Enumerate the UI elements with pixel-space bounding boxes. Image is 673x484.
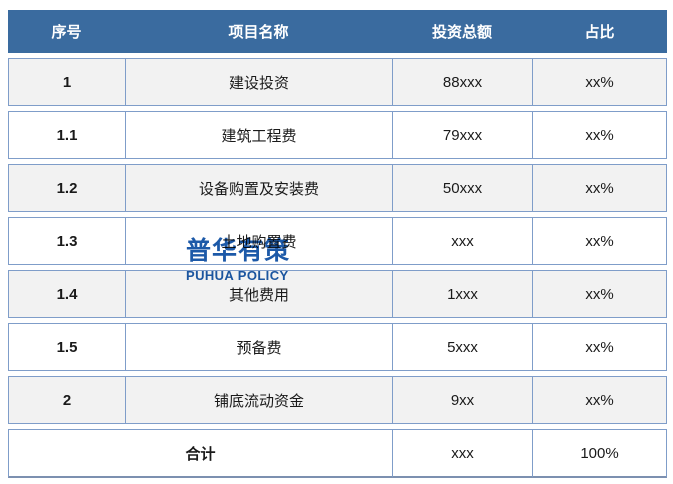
- cell-index: 1.2: [8, 164, 125, 212]
- table-row: 1.4 其他费用 1xxx xx%: [8, 270, 667, 318]
- column-header-ratio: 占比: [532, 10, 667, 53]
- cell-amount: xxx: [392, 217, 532, 265]
- table-header: 序号 项目名称 投资总额 占比: [8, 10, 667, 53]
- cell-name: 土地购置费: [125, 217, 392, 265]
- cell-ratio: xx%: [532, 270, 667, 318]
- cell-total-label: 合计: [8, 429, 392, 478]
- cell-ratio: xx%: [532, 217, 667, 265]
- table-row: 1.5 预备费 5xxx xx%: [8, 323, 667, 371]
- column-header-index: 序号: [8, 10, 125, 53]
- investment-summary-table: 序号 项目名称 投资总额 占比 1 建设投资 88xxx xx% 1.1 建筑工…: [8, 5, 667, 483]
- cell-index: 1.1: [8, 111, 125, 159]
- table-row: 1.3 土地购置费 xxx xx%: [8, 217, 667, 265]
- cell-ratio: xx%: [532, 323, 667, 371]
- table-row: 1 建设投资 88xxx xx%: [8, 58, 667, 106]
- cell-total-ratio: 100%: [532, 429, 667, 478]
- column-header-amount: 投资总额: [392, 10, 532, 53]
- cell-ratio: xx%: [532, 111, 667, 159]
- cell-index: 1.3: [8, 217, 125, 265]
- table-row: 1.2 设备购置及安装费 50xxx xx%: [8, 164, 667, 212]
- total-row: 合计 xxx 100%: [8, 429, 667, 478]
- cell-index: 1: [8, 58, 125, 106]
- cell-ratio: xx%: [532, 376, 667, 424]
- cell-amount: 1xxx: [392, 270, 532, 318]
- cell-index: 1.5: [8, 323, 125, 371]
- cell-amount: 50xxx: [392, 164, 532, 212]
- cell-index: 2: [8, 376, 125, 424]
- cell-name: 铺底流动资金: [125, 376, 392, 424]
- cell-amount: 5xxx: [392, 323, 532, 371]
- cell-amount: 9xx: [392, 376, 532, 424]
- column-header-name: 项目名称: [125, 10, 392, 53]
- table-row: 1.1 建筑工程费 79xxx xx%: [8, 111, 667, 159]
- cell-name: 其他费用: [125, 270, 392, 318]
- cell-amount: 88xxx: [392, 58, 532, 106]
- table-row: 2 铺底流动资金 9xx xx%: [8, 376, 667, 424]
- cell-name: 设备购置及安装费: [125, 164, 392, 212]
- cell-ratio: xx%: [532, 164, 667, 212]
- cell-index: 1.4: [8, 270, 125, 318]
- cell-name: 建设投资: [125, 58, 392, 106]
- cell-amount: 79xxx: [392, 111, 532, 159]
- header-row: 序号 项目名称 投资总额 占比: [8, 10, 667, 53]
- cell-name: 预备费: [125, 323, 392, 371]
- cell-total-amount: xxx: [392, 429, 532, 478]
- cell-name: 建筑工程费: [125, 111, 392, 159]
- cell-ratio: xx%: [532, 58, 667, 106]
